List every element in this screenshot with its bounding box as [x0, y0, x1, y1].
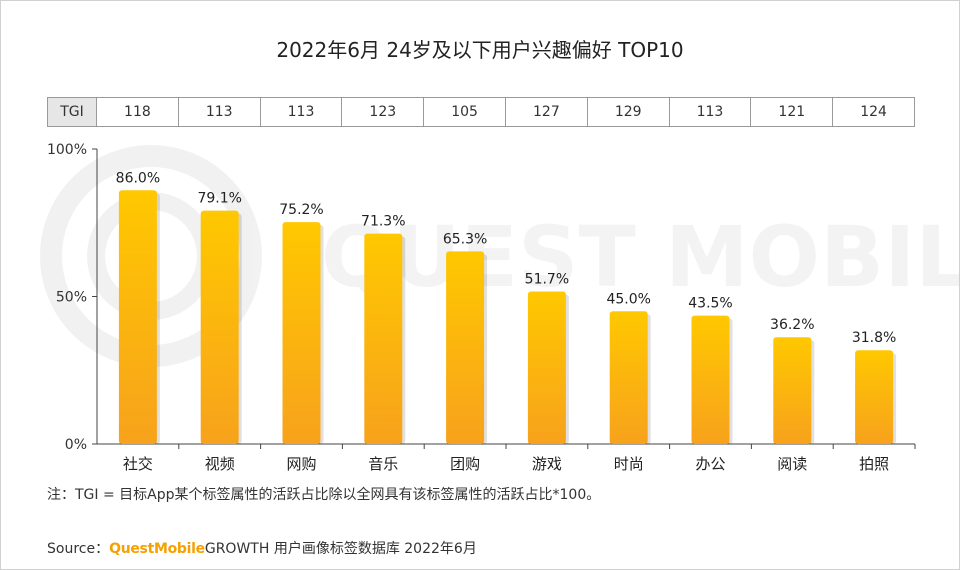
y-tick-label: 50%: [56, 290, 87, 306]
x-tick-label: 阅读: [777, 455, 807, 473]
data-label: 65.3%: [443, 231, 487, 247]
tgi-cell: 113: [177, 97, 261, 127]
tgi-row: TGI 118 113 113 123 105 127 129 113 121 …: [47, 97, 915, 127]
bar: [118, 190, 157, 444]
footnote: 注：TGI = 目标App某个标签属性的活跃占比除以全网具有该标签属性的活跃占比…: [47, 487, 601, 503]
bar: [446, 251, 485, 444]
data-label: 86.0%: [116, 170, 160, 186]
bar: [282, 222, 321, 444]
bar: [527, 291, 566, 444]
tgi-cell: 124: [832, 97, 915, 127]
x-tick-label: 游戏: [532, 455, 562, 473]
y-tick-label: 0%: [65, 437, 87, 453]
data-label: 79.1%: [197, 191, 241, 207]
watermark-text: QUEST MOBILE: [321, 208, 959, 306]
chart-title: 2022年6月 24岁及以下用户兴趣偏好 TOP10: [276, 38, 684, 62]
tgi-cell: 127: [504, 97, 588, 127]
data-label: 71.3%: [361, 214, 405, 230]
bar: [691, 315, 730, 444]
data-label: 43.5%: [688, 296, 732, 312]
y-tick-label: 100%: [47, 142, 87, 158]
source-prefix: Source：: [47, 541, 110, 557]
tgi-table: TGI 118 113 113 123 105 127 129 113 121 …: [47, 97, 915, 127]
data-label: 36.2%: [770, 317, 814, 333]
tgi-cell: 105: [423, 97, 506, 127]
data-label: 75.2%: [279, 202, 323, 218]
tgi-cell: 123: [341, 97, 425, 127]
x-tick-label: 视频: [205, 455, 235, 473]
data-label: 45.0%: [606, 291, 650, 307]
x-tick-label: 拍照: [859, 455, 889, 473]
x-tick-label: 网购: [286, 455, 316, 473]
data-label: 51.7%: [525, 271, 569, 287]
x-tick-label: 音乐: [368, 455, 398, 473]
x-tick-label: 时尚: [614, 455, 644, 473]
x-tick-label: 团购: [450, 455, 480, 473]
data-label: 31.8%: [852, 330, 896, 346]
bar: [855, 350, 894, 444]
bar: [200, 210, 239, 444]
source-line: Source：QuestMobileGROWTH 用户画像标签数据库 2022年…: [47, 538, 477, 558]
bar: [364, 233, 403, 444]
bar: [609, 311, 648, 444]
tgi-cell: 121: [750, 97, 834, 127]
source-brand: QuestMobile: [109, 541, 205, 557]
x-tick-label: 社交: [123, 455, 153, 473]
source-text: GROWTH 用户画像标签数据库 2022年6月: [204, 541, 477, 557]
tgi-cell: 129: [586, 97, 670, 127]
x-tick-label: 办公: [695, 455, 725, 473]
tgi-header: TGI: [47, 97, 97, 127]
bar: [773, 337, 812, 444]
